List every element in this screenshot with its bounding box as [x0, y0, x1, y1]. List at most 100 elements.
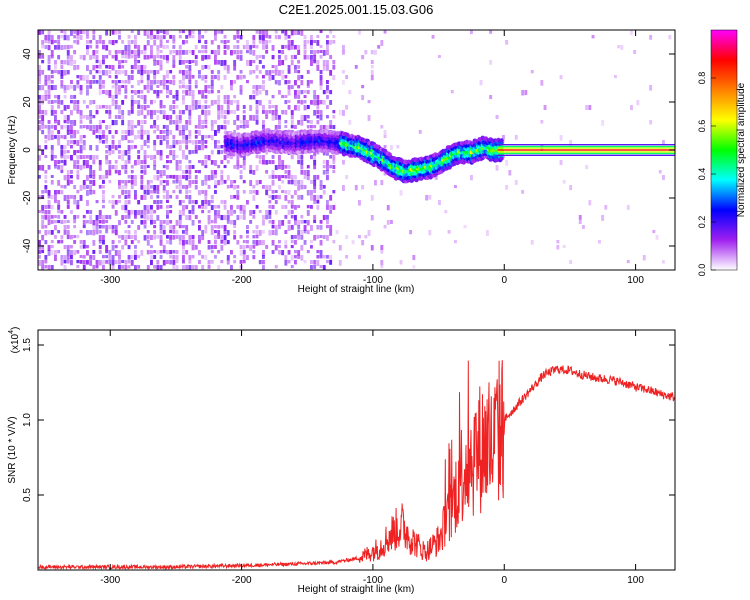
- heatmap-cell: [79, 255, 83, 259]
- heatmap-cell: [169, 120, 173, 125]
- heatmap-cell: [82, 240, 86, 246]
- heatmap-cell: [140, 70, 144, 76]
- heatmap-cell: [220, 30, 224, 34]
- heatmap-cell: [201, 205, 205, 209]
- heatmap-cell: [124, 185, 128, 189]
- heatmap-cell: [434, 175, 438, 180]
- heatmap-cell: [105, 155, 109, 160]
- heatmap-cell: [326, 115, 329, 119]
- heatmap-cell: [166, 70, 169, 76]
- heatmap-cell: [489, 60, 493, 65]
- heatmap-cell: [300, 75, 304, 79]
- heatmap-cell: [137, 70, 141, 74]
- heatmap-cell: [313, 50, 317, 56]
- heatmap-cell: [166, 145, 169, 149]
- heatmap-cell: [230, 110, 233, 114]
- heatmap-cell: [50, 70, 54, 74]
- heatmap-cell: [66, 150, 70, 154]
- heatmap-cell: [150, 125, 153, 129]
- heatmap-cell: [70, 30, 73, 36]
- heatmap-cell: [335, 230, 339, 235]
- heatmap-cell: [249, 170, 253, 174]
- heatmap-cell: [140, 75, 144, 81]
- heatmap-cell: [201, 65, 205, 70]
- heatmap-cell: [246, 230, 249, 234]
- heatmap-cell: [262, 220, 265, 226]
- heatmap-cell: [271, 190, 275, 194]
- heatmap-cell: [265, 70, 269, 76]
- snr-multiplier-close: ): [10, 327, 21, 330]
- heatmap-cell: [92, 115, 96, 119]
- heatmap-cell: [143, 190, 147, 195]
- heatmap-cell: [287, 220, 291, 225]
- heatmap-cell: [47, 165, 51, 170]
- heatmap-cell: [201, 140, 205, 145]
- heatmap-cell: [70, 140, 73, 144]
- heatmap-cell: [284, 245, 288, 249]
- heatmap-cell: [300, 120, 304, 126]
- heatmap-cell: [127, 180, 131, 184]
- heatmap-cell: [47, 120, 51, 124]
- heatmap-cell: [140, 250, 144, 256]
- heatmap-cell: [54, 195, 57, 201]
- heatmap-cell: [226, 230, 230, 236]
- heatmap-cell: [236, 35, 240, 39]
- heatmap-cell: [47, 55, 51, 61]
- heatmap-cell: [412, 265, 416, 269]
- heatmap-cell: [102, 70, 105, 76]
- heatmap-cell: [175, 95, 179, 101]
- heatmap-cell: [348, 90, 352, 95]
- heatmap-cell: [284, 165, 288, 169]
- heatmap-cell: [310, 155, 313, 160]
- heatmap-cell: [290, 115, 294, 120]
- heatmap-cell: [274, 230, 278, 236]
- heatmap-cell: [447, 230, 451, 234]
- heatmap-cell: [236, 205, 240, 210]
- heatmap-cell: [386, 220, 390, 225]
- heatmap-cell: [76, 215, 80, 219]
- heatmap-cell: [130, 105, 134, 111]
- heatmap-cell: [98, 70, 102, 74]
- heatmap-cell: [262, 265, 265, 270]
- heatmap-cell: [124, 90, 128, 94]
- heatmap-cell: [332, 170, 336, 174]
- heatmap-cell: [146, 230, 150, 234]
- heatmap-cell: [194, 45, 198, 50]
- heatmap-cell: [66, 70, 70, 75]
- heatmap-cell: [76, 170, 80, 176]
- heatmap-cell: [316, 115, 320, 119]
- heatmap-cell: [214, 185, 217, 189]
- heatmap-cell: [188, 190, 192, 194]
- heatmap-cell: [140, 185, 144, 190]
- heatmap-cell: [204, 100, 208, 104]
- heatmap-cell: [358, 235, 361, 239]
- heatmap-cell: [137, 225, 141, 230]
- heatmap-cell: [236, 75, 240, 80]
- heatmap-cell: [313, 150, 317, 156]
- heatmap-cell: [316, 260, 320, 266]
- heatmap-cell: [326, 205, 329, 210]
- heatmap-cell: [322, 215, 326, 220]
- heatmap-cell: [294, 250, 297, 254]
- heatmap-cell: [169, 225, 173, 231]
- heatmap-cell: [204, 45, 208, 50]
- heatmap-cell: [172, 145, 176, 149]
- heatmap-cell: [111, 240, 115, 245]
- heatmap-cell: [233, 45, 237, 49]
- heatmap-cell: [236, 155, 240, 160]
- heatmap-cell: [178, 55, 182, 60]
- heatmap-cell: [249, 210, 253, 216]
- heatmap-cell: [66, 225, 70, 229]
- heatmap-cell: [287, 165, 291, 169]
- heatmap-cell: [268, 100, 272, 105]
- heatmap-cell: [345, 75, 349, 80]
- heatmap-cell: [486, 230, 489, 236]
- heatmap-cell: [130, 110, 134, 114]
- heatmap-cell: [130, 95, 134, 101]
- heatmap-cell: [258, 240, 262, 246]
- heatmap-cell: [262, 120, 265, 126]
- heatmap-cell: [76, 265, 80, 269]
- heatmap-cell: [345, 105, 349, 110]
- heatmap-cell: [63, 70, 67, 76]
- heatmap-cell: [239, 75, 243, 80]
